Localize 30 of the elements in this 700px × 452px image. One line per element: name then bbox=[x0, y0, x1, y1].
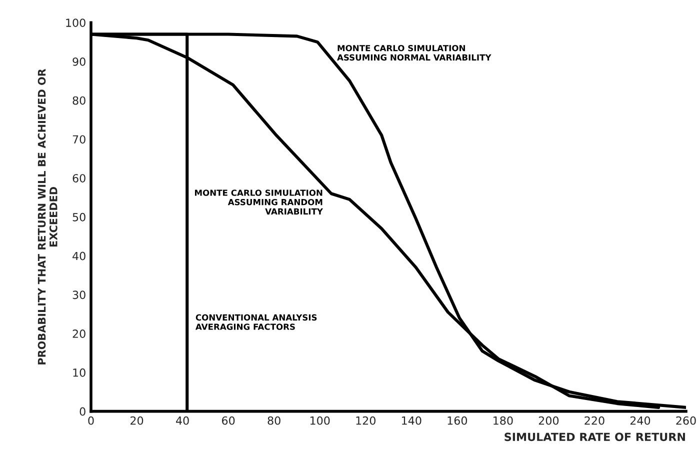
x-tick-label: 140 bbox=[402, 416, 422, 425]
x-tick-label: 200 bbox=[538, 416, 559, 425]
series-label: MONTE CARLO SIMULATION ASSUMING RANDOM VARIABILITY bbox=[194, 190, 324, 214]
x-axis-title: SIMULATED RATE OF RETURN bbox=[504, 432, 685, 442]
y-tick-label: 80 bbox=[72, 96, 86, 105]
x-tick-label: 260 bbox=[676, 416, 696, 425]
y-tick-label: 100 bbox=[66, 18, 86, 27]
x-tick-label: 0 bbox=[88, 416, 94, 425]
x-tick-label: 160 bbox=[448, 416, 468, 425]
y-tick-label: 40 bbox=[72, 252, 86, 260]
y-tick-label: 30 bbox=[72, 290, 86, 300]
x-tick-label: 100 bbox=[310, 416, 330, 425]
series-label: MONTE CARLO SIMULATION ASSUMING NORMAL VARIABILITY bbox=[337, 44, 492, 61]
y-tick-label: 60 bbox=[72, 174, 86, 182]
x-tick-label: 120 bbox=[356, 416, 376, 425]
y-tick-label: 10 bbox=[73, 368, 86, 377]
y-tick-label: 70 bbox=[72, 135, 86, 144]
x-tick-label: 40 bbox=[176, 416, 189, 425]
x-tick-label: 240 bbox=[630, 416, 650, 425]
x-tick-label: 220 bbox=[584, 416, 604, 425]
series-label: CONVENTIONAL ANALYSIS AVERAGING FACTORS bbox=[195, 314, 317, 330]
x-tick-label: 80 bbox=[268, 416, 280, 425]
y-axis-title: PROBABILITY THAT RETURN WILL BE ACHIEVED OR EXCEEDED bbox=[38, 68, 58, 364]
y-tick-label: 0 bbox=[80, 407, 86, 416]
y-tick-label: 90 bbox=[72, 57, 86, 66]
x-tick-label: 60 bbox=[222, 416, 235, 425]
y-tick-label: 50 bbox=[72, 212, 86, 222]
y-tick-label: 20 bbox=[72, 330, 86, 338]
x-tick-label: 180 bbox=[494, 416, 513, 425]
x-tick-label: 20 bbox=[130, 416, 144, 425]
